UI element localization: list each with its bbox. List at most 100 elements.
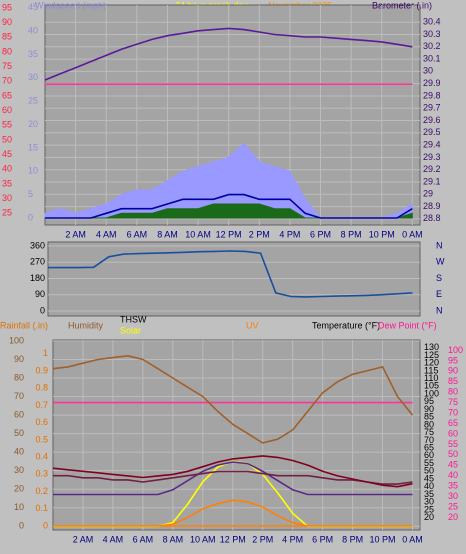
y-tick-label: 45 xyxy=(448,460,458,470)
y-tick-label: 35 xyxy=(424,489,434,499)
x-tick-label: 10 PM xyxy=(370,534,396,544)
y-tick-label: 29.2 xyxy=(423,164,441,174)
y-tick-label: 270 xyxy=(30,257,45,267)
y-tick-label: 45 xyxy=(424,473,434,483)
y-tick-label: 30 xyxy=(423,66,433,76)
y-tick-label: 105 xyxy=(424,381,439,391)
y-tick-label: 0 xyxy=(40,305,45,315)
y-tick-label: 28.9 xyxy=(423,201,441,211)
y-tick-label: 110 xyxy=(424,373,438,383)
y-tick-label: 10 xyxy=(28,166,38,176)
y-tick-label: 60 xyxy=(424,450,434,460)
y-tick-label: 0.9 xyxy=(35,365,48,375)
y-tick-label: 125 xyxy=(424,350,439,360)
x-tick-label: 10 AM xyxy=(185,229,211,239)
line xyxy=(52,354,414,444)
plot-area xyxy=(52,339,421,531)
y-tick-label: 0.2 xyxy=(35,486,48,496)
y-tick-label: 0.5 xyxy=(35,434,48,444)
y-tick-label: 60 xyxy=(2,105,12,115)
y-tick-label: 20 xyxy=(424,512,434,522)
y-tick-label: 35 xyxy=(28,49,38,59)
y-tick-label: 50 xyxy=(448,449,458,459)
y-tick-label: 30 xyxy=(28,72,38,82)
y-tick-label: 10 xyxy=(14,502,24,512)
y-tick-label: 75 xyxy=(448,397,458,407)
x-tick-label: 2 AM xyxy=(73,534,94,544)
x-tick-label: 8 PM xyxy=(341,229,362,239)
y-tick-label: N xyxy=(436,240,443,250)
y-tick-label: 29.5 xyxy=(423,127,441,137)
x-tick-label: 4 AM xyxy=(103,534,124,544)
y-tick-label: 20 xyxy=(448,512,458,522)
y-tick-label: 0.7 xyxy=(35,400,48,410)
line xyxy=(53,470,413,485)
line xyxy=(52,455,413,488)
y-tick-label: 0.4 xyxy=(35,452,48,462)
y-tick-label: 55 xyxy=(2,120,12,130)
y-tick-label: 29.9 xyxy=(423,78,441,88)
y-tick-label: 80 xyxy=(14,372,24,382)
y-tick-label: 70 xyxy=(448,407,458,417)
x-tick-label: 10 AM xyxy=(190,534,216,544)
y-tick-label: 70 xyxy=(424,435,434,445)
y-tick-label: 95 xyxy=(424,396,434,406)
line xyxy=(53,461,413,496)
y-tick-label: 50 xyxy=(424,466,434,476)
axis-label: Humidity xyxy=(68,320,104,330)
x-tick-label: 2 AM xyxy=(65,229,86,239)
y-tick-label: 30.3 xyxy=(423,29,441,39)
y-tick-label: 0 xyxy=(19,521,24,531)
y-tick-label: 180 xyxy=(30,273,45,283)
x-tick-label: 6 PM xyxy=(310,229,331,239)
y-tick-label: 50 xyxy=(14,428,24,438)
y-tick-label: 35 xyxy=(2,178,12,188)
y-tick-label: 40 xyxy=(424,481,434,491)
line xyxy=(53,499,413,527)
y-tick-label: 65 xyxy=(424,443,434,453)
axis-label: Rainfall (.in) xyxy=(0,320,48,330)
line xyxy=(45,193,413,219)
y-tick-label: 29.6 xyxy=(423,115,441,125)
y-tick-label: 100 xyxy=(9,335,24,345)
y-tick-label: 95 xyxy=(2,2,12,12)
y-tick-label: 20 xyxy=(14,484,24,494)
y-tick-label: 70 xyxy=(2,76,12,86)
y-tick-label: 28.8 xyxy=(423,213,441,223)
y-tick-label: 40 xyxy=(448,470,458,480)
y-tick-label: 29.8 xyxy=(423,90,441,100)
y-tick-label: 55 xyxy=(448,439,458,449)
y-tick-label: 80 xyxy=(448,387,458,397)
y-tick-label: 130 xyxy=(424,342,439,352)
x-tick-label: 6 AM xyxy=(133,534,154,544)
legend-label: THSW xyxy=(120,314,147,324)
x-tick-label: 0 AM xyxy=(402,229,423,239)
area xyxy=(44,142,413,219)
y-tick-label: 40 xyxy=(28,26,38,36)
x-tick-label: 4 AM xyxy=(96,229,117,239)
x-tick-label: 4 PM xyxy=(282,534,303,544)
axis-label: Windspeed (mph) xyxy=(35,0,106,10)
y-tick-label: 30 xyxy=(14,465,24,475)
y-tick-label: 90 xyxy=(14,354,24,364)
y-tick-label: 100 xyxy=(448,345,463,355)
y-tick-label: 85 xyxy=(424,412,434,422)
y-tick-label: 0 xyxy=(28,212,33,222)
y-tick-label: 0 xyxy=(43,520,48,530)
y-tick-label: N xyxy=(436,305,443,315)
y-tick-label: 115 xyxy=(424,365,438,375)
y-tick-label: 29.7 xyxy=(423,103,441,113)
y-tick-label: 40 xyxy=(2,164,12,174)
y-tick-label: 55 xyxy=(424,458,434,468)
y-tick-label: 360 xyxy=(30,240,45,250)
y-tick-label: 45 xyxy=(28,2,38,12)
y-tick-label: 0.1 xyxy=(35,503,48,513)
y-tick-label: 80 xyxy=(424,419,434,429)
y-tick-label: 1 xyxy=(43,348,48,358)
y-tick-label: 120 xyxy=(424,358,439,368)
y-tick-label: 25 xyxy=(448,501,458,511)
y-tick-label: 29 xyxy=(423,189,433,199)
y-tick-label: S xyxy=(436,273,442,283)
y-tick-label: 60 xyxy=(14,409,24,419)
